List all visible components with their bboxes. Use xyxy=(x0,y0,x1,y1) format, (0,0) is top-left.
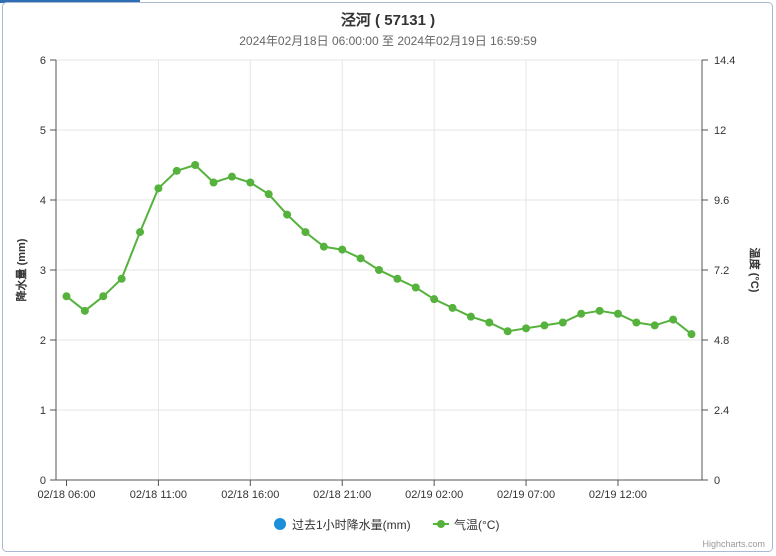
right-axis-tick-label: 0 xyxy=(714,475,720,487)
legend-temperature-label: 气温(°C) xyxy=(454,517,499,532)
temperature-point xyxy=(154,184,163,193)
credits-link[interactable]: Highcharts.com xyxy=(702,539,765,549)
temperature-point xyxy=(466,312,475,321)
temperature-point xyxy=(393,274,402,283)
temperature-point xyxy=(99,292,108,301)
series-layer xyxy=(62,161,696,339)
legend-precipitation-marker xyxy=(274,518,286,530)
temperature-point xyxy=(522,324,531,333)
right-axis-title: 温度 (°C) xyxy=(748,248,762,293)
legend-item-temperature[interactable]: 气温(°C) xyxy=(433,517,499,532)
temperature-point xyxy=(227,172,236,181)
chart-subtitle: 2024年02月18日 06:00:00 至 2024年02月19日 16:59… xyxy=(239,34,537,48)
temperature-point xyxy=(246,178,255,187)
temperature-point xyxy=(448,303,457,312)
legend-precipitation-label: 过去1小时降水量(mm) xyxy=(292,518,411,532)
temperature-point xyxy=(338,245,347,254)
temperature-point xyxy=(650,321,659,330)
left-axis-tick-label: 3 xyxy=(40,265,46,277)
left-axis-tick-label: 5 xyxy=(40,125,46,137)
temperature-point xyxy=(687,330,696,339)
temperature-point xyxy=(191,161,200,169)
left-axis-tick-label: 0 xyxy=(40,475,46,487)
temperature-point xyxy=(375,266,383,274)
temperature-point xyxy=(485,318,494,327)
temperature-point xyxy=(632,318,641,327)
right-axis-tick-label: 4.8 xyxy=(714,335,729,347)
temperature-point xyxy=(558,318,567,327)
left-axis-tick-label: 1 xyxy=(40,405,46,417)
right-axis-tick-label: 9.6 xyxy=(714,195,729,207)
temperature-point xyxy=(319,242,328,251)
left-axis-tick-label: 2 xyxy=(40,335,46,347)
x-axis-tick-label: 02/19 12:00 xyxy=(589,489,647,501)
tab-indicator xyxy=(0,0,140,3)
right-axis-tick-label: 12 xyxy=(714,125,726,137)
x-axis-tick-label: 02/18 06:00 xyxy=(37,489,95,501)
temperature-point xyxy=(613,309,622,318)
temperature-point xyxy=(540,321,549,330)
temperature-point xyxy=(503,327,512,336)
temperature-point xyxy=(117,274,126,283)
right-axis-tick-label: 7.2 xyxy=(714,265,729,277)
temperature-point xyxy=(577,309,586,318)
temperature-point xyxy=(595,306,604,315)
temperature-point xyxy=(209,178,218,187)
chart-title: 泾河 ( 57131 ) xyxy=(341,11,435,29)
right-axis-tick-label: 14.4 xyxy=(714,55,735,67)
right-axis-tick-label: 2.4 xyxy=(714,405,729,417)
x-axis-tick-label: 02/19 02:00 xyxy=(405,489,463,501)
temperature-point xyxy=(136,228,145,237)
temperature-point xyxy=(283,210,292,219)
left-axis-tick-label: 4 xyxy=(40,195,46,207)
temperature-point xyxy=(80,306,89,315)
x-axis-tick-label: 02/18 21:00 xyxy=(313,489,371,501)
temperature-point xyxy=(356,254,365,263)
temperature-point xyxy=(411,283,420,292)
temperature-point xyxy=(172,166,181,175)
left-axis-tick-label: 6 xyxy=(40,55,46,67)
x-axis-tick-label: 02/18 16:00 xyxy=(221,489,279,501)
legend-item-precipitation[interactable]: 过去1小时降水量(mm) xyxy=(274,518,411,532)
x-axis-tick-label: 02/18 11:00 xyxy=(130,489,187,501)
legend-temperature-marker xyxy=(437,520,445,528)
temperature-point xyxy=(669,315,678,324)
temperature-point xyxy=(301,228,310,237)
temperature-point xyxy=(264,190,273,199)
temperature-point xyxy=(430,295,439,304)
left-axis-title: 降水量 (mm) xyxy=(14,238,28,301)
temperature-point xyxy=(62,292,71,301)
x-axis-tick-label: 02/19 07:00 xyxy=(497,489,555,501)
